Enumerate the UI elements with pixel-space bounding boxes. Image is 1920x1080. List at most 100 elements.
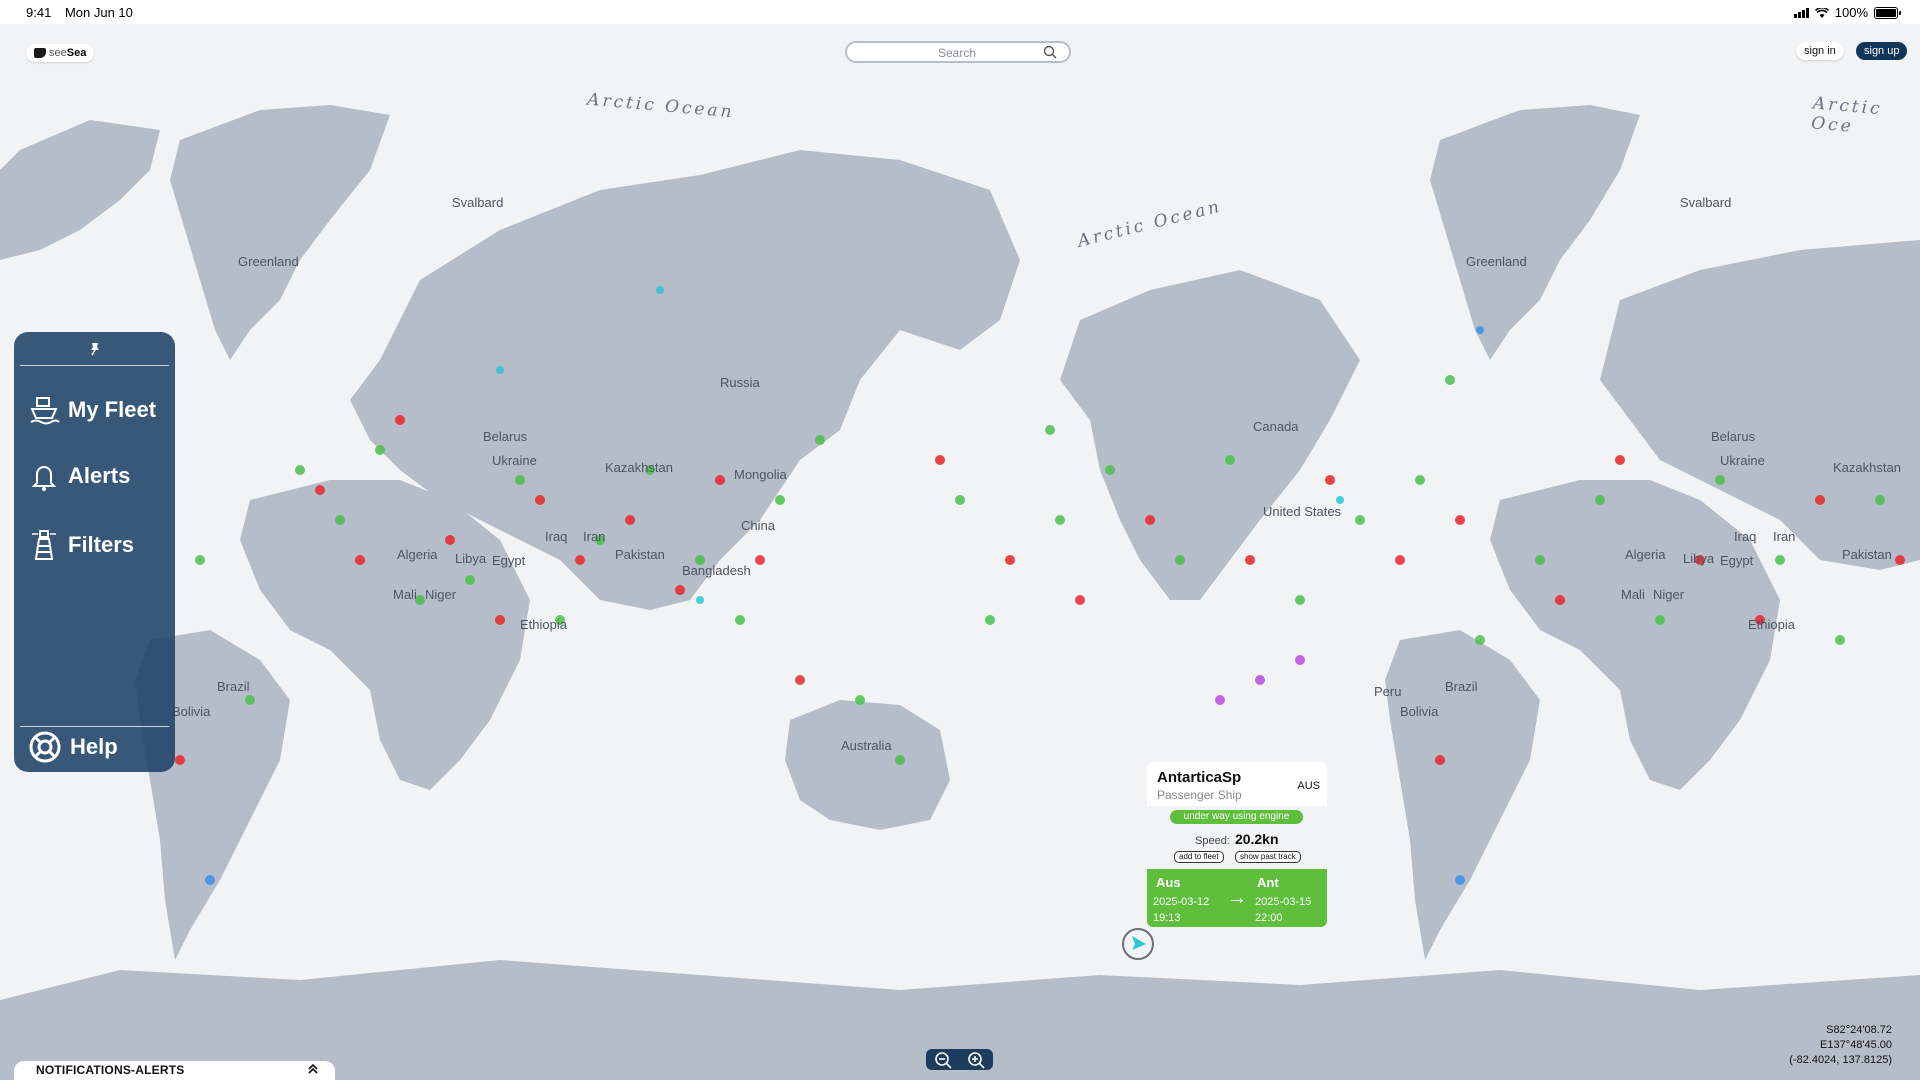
map-label: Greenland (238, 254, 299, 269)
sidebar-item-label: Alerts (68, 463, 131, 488)
map-label: Kazakhstan (605, 460, 673, 475)
sidebar-item-filters[interactable]: Filters (28, 528, 134, 562)
arrival-date: 2025-03-15 (1255, 896, 1312, 908)
arrival-port: Ant (1257, 875, 1279, 890)
status-date: Mon Jun 10 (64, 5, 133, 20)
map-label: Libya (1683, 551, 1715, 566)
world-map[interactable]: Arctic Ocean Arctic Ocean Arctic Oce Sva… (0, 24, 1920, 1080)
vessel-arrow-icon (1132, 936, 1146, 950)
map-label: Ukraine (1720, 453, 1765, 468)
map-label: Pakistan (615, 547, 665, 562)
departure-port: Aus (1156, 875, 1181, 890)
status-time: 9:41 (26, 5, 52, 20)
selected-vessel-marker[interactable] (1122, 928, 1154, 960)
map-label: Bolivia (172, 704, 211, 719)
panel-divider (20, 726, 169, 727)
search-input[interactable] (865, 43, 1049, 63)
navigation-status-badge: under way using engine (1170, 810, 1303, 824)
map-label: Iran (583, 529, 606, 544)
sign-in-button[interactable]: sign in (1796, 42, 1844, 60)
ship-logo-icon (34, 48, 46, 58)
show-past-track-button[interactable]: show past track (1235, 851, 1301, 863)
departure-time: 19:13 (1153, 912, 1181, 924)
map-label: Mali (393, 587, 417, 602)
sidebar-item-label: My Fleet (68, 397, 157, 422)
map-label: Brazil (217, 679, 250, 694)
map-label: Kazakhstan (1833, 460, 1901, 475)
map-label: Ukraine (492, 453, 537, 468)
map-label: Pakistan (1842, 547, 1892, 562)
cursor-coordinates: S82°24'08.72 E137°48'45.00 (-82.4024, 13… (1789, 1023, 1892, 1068)
map-label: Iran (1773, 529, 1796, 544)
map-label: Russia (720, 375, 760, 390)
map-label: Algeria (397, 547, 438, 562)
map-label: Niger (1653, 587, 1685, 602)
battery-icon (1874, 6, 1901, 19)
map-label: Belarus (1711, 429, 1756, 444)
panel-divider (20, 365, 169, 366)
map-label: Iraq (545, 529, 568, 544)
map-label: Iraq (1734, 529, 1757, 544)
search-bar[interactable] (845, 41, 1071, 63)
notifications-label: NOTIFICATIONS-ALERTS (36, 1063, 185, 1077)
map-label: Bolivia (1400, 704, 1439, 719)
side-navigation-panel: My Fleet Alerts Filters Help (14, 332, 175, 772)
map-label: Egypt (1720, 553, 1754, 568)
map-label: Peru (1374, 684, 1402, 699)
latitude: S82°24'08.72 (1826, 1024, 1892, 1036)
notifications-alerts-bar[interactable]: NOTIFICATIONS-ALERTS (14, 1061, 335, 1080)
arrival-time: 22:00 (1255, 912, 1283, 924)
status-bar: 9:41 Mon Jun 10 100% (0, 0, 1920, 24)
arrow-right-icon: → (1227, 887, 1247, 909)
map-land (0, 105, 1920, 1080)
sidebar-item-my-fleet[interactable]: My Fleet (28, 394, 156, 426)
map-label: Australia (841, 738, 892, 753)
map-label: Canada (1253, 419, 1299, 434)
wifi-icon (1814, 7, 1829, 18)
sidebar-item-label: Help (70, 734, 118, 759)
seesea-logo[interactable]: see Sea (26, 44, 95, 62)
map-label: Mali (1621, 587, 1645, 602)
map-label: Greenland (1466, 254, 1527, 269)
voyage-details: Aus Ant → 2025-03-12 19:13 2025-03-15 22… (1147, 869, 1327, 927)
ship-icon (30, 397, 60, 425)
pin-icon[interactable] (88, 342, 102, 356)
map-label: Belarus (483, 429, 528, 444)
battery-percent: 100% (1834, 5, 1868, 20)
speed-label: Speed: (1195, 835, 1230, 847)
sidebar-item-alerts[interactable]: Alerts (28, 460, 130, 492)
vessel-info-popup[interactable]: AntarticaSp Passenger Ship AUS under way… (1147, 762, 1327, 927)
map-label: Bangladesh (682, 563, 751, 578)
zoom-out-icon[interactable] (934, 1051, 952, 1069)
sign-up-button[interactable]: sign up (1856, 42, 1908, 60)
speed-value: 20.2kn (1234, 831, 1279, 847)
departure-datetime: 2025-03-12 19:13 (1153, 894, 1209, 926)
logo-text-bold: Sea (66, 47, 87, 59)
speed-row: Speed: 20.2kn (1195, 831, 1279, 847)
sidebar-item-help[interactable]: Help (28, 730, 118, 764)
vessel-type: Passenger Ship (1157, 788, 1242, 802)
map-label: Libya (455, 551, 487, 566)
map-label: Brazil (1445, 679, 1478, 694)
zoom-controls (926, 1049, 993, 1070)
map-label: Niger (425, 587, 457, 602)
bell-icon (31, 466, 57, 491)
arrival-datetime: 2025-03-15 22:00 (1255, 894, 1311, 926)
search-icon[interactable] (1043, 45, 1057, 59)
map-label: Egypt (492, 553, 526, 568)
decimal-coordinates: (-82.4024, 137.8125) (1789, 1054, 1892, 1066)
departure-date: 2025-03-12 (1153, 896, 1210, 908)
add-to-fleet-button[interactable]: add to fleet (1174, 851, 1224, 863)
vessel-flag: AUS (1297, 780, 1320, 792)
chevron-double-up-icon[interactable] (307, 1063, 319, 1075)
logo-text-light: see (49, 47, 67, 59)
map-label: Svalbard (452, 195, 504, 210)
longitude: E137°48'45.00 (1820, 1039, 1892, 1051)
map-label: Svalbard (1680, 195, 1732, 210)
zoom-in-icon[interactable] (967, 1051, 985, 1069)
popup-header: AntarticaSp Passenger Ship AUS (1147, 762, 1327, 806)
map-label: Ethiopia (1748, 617, 1795, 632)
map-label: Ethiopia (520, 617, 567, 632)
map-label: United States (1263, 504, 1342, 519)
map-label: Mongolia (734, 467, 787, 482)
